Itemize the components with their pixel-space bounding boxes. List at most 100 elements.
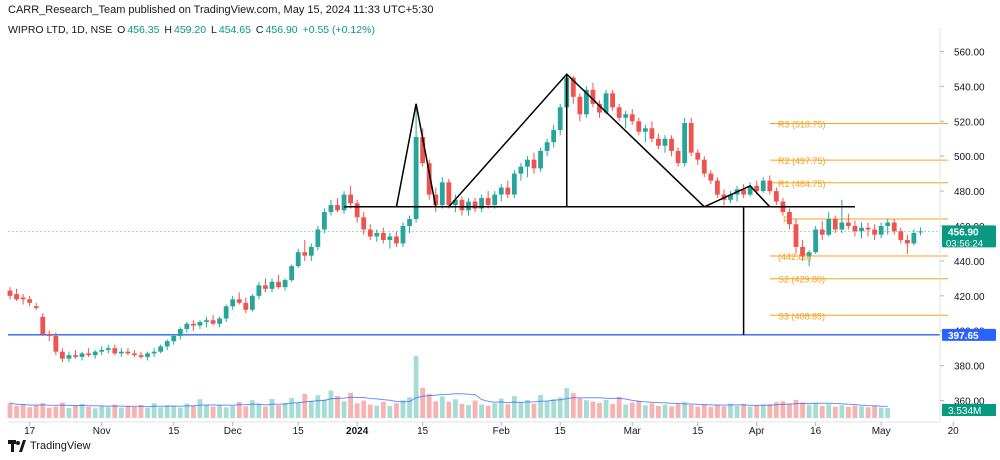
price-tick-label: 480.00 — [954, 187, 985, 198]
candle-body — [531, 159, 537, 169]
volume-bar — [878, 407, 884, 418]
time-axis[interactable]: 17 Nov 15 Dec 15 2024 15 Feb 15 Mar 15 Apr 16 May 20 — [8, 421, 959, 437]
volume-bar — [66, 407, 72, 418]
target-price-tag: 397.65 — [948, 331, 979, 342]
time-tick-label: Mar — [624, 426, 642, 437]
volume-bar — [623, 404, 629, 418]
candle-body — [315, 229, 321, 247]
volume-bar — [40, 403, 46, 418]
volume-bar — [86, 406, 91, 418]
volume-bar — [191, 405, 196, 418]
candle-body — [826, 219, 832, 235]
price-axis[interactable]: 560.00540.00520.00500.00480.00460.00440.… — [939, 28, 996, 422]
time-tick-label: 15 — [293, 426, 305, 437]
volume-bar — [269, 398, 275, 418]
candle-body — [525, 159, 530, 167]
candle-body — [675, 150, 681, 164]
volume-bar — [79, 403, 85, 418]
candle-body — [105, 348, 111, 350]
time-tick-label: Feb — [493, 426, 511, 437]
volume-bar — [341, 401, 347, 418]
volume-bar — [485, 405, 491, 418]
candle-body — [577, 96, 583, 115]
candle-body — [682, 123, 688, 164]
candle-body — [898, 231, 904, 240]
volume-tag: 3.534M — [948, 406, 981, 417]
candle-body — [348, 194, 353, 204]
pivot-label: S3 (408.85) — [778, 311, 825, 321]
volume-bar — [551, 399, 557, 418]
time-tick-label: 15 — [555, 426, 567, 437]
volume-bar — [14, 405, 19, 418]
volume-bar — [479, 404, 484, 418]
volume-bar — [27, 407, 33, 418]
change-value: +0.55 (+0.12%) — [302, 24, 375, 36]
volume-bar — [466, 404, 471, 418]
price-tick-label: 420.00 — [954, 292, 985, 303]
price-chart[interactable]: R3 (518.75) R2 (497.75) R1 (484.75) P (442.8… — [0, 0, 1000, 440]
price-tick-label: 520.00 — [954, 117, 985, 128]
tradingview-brand[interactable]: TradingView — [8, 440, 91, 452]
volume-bar — [498, 398, 504, 418]
volume-bar — [439, 396, 445, 418]
volume-bar — [20, 404, 26, 418]
candle-body — [191, 323, 196, 326]
candle-body — [813, 229, 819, 253]
low-value: 454.65 — [218, 24, 251, 36]
candle-body — [171, 335, 177, 342]
candle-body — [472, 201, 478, 209]
high-value: 459.20 — [173, 24, 207, 36]
candle-body — [852, 226, 858, 232]
close-value: 456.90 — [265, 24, 298, 36]
volume-bar — [394, 403, 399, 418]
volume-bar — [715, 404, 720, 418]
volume-bar — [662, 404, 668, 418]
volume-bar — [151, 403, 157, 418]
volume-bar — [852, 405, 858, 418]
candle-body — [885, 222, 891, 226]
volume-bar — [420, 387, 426, 418]
candle-body — [302, 252, 308, 256]
volume-bar — [263, 406, 268, 418]
candle-body — [367, 229, 373, 237]
time-tick-label: Dec — [224, 426, 242, 437]
pivot-levels: R3 (518.75) R2 (497.75) R1 (484.75) P (442.8… — [8, 119, 948, 336]
volume-bar — [773, 402, 779, 418]
candle-body — [728, 194, 733, 200]
volume-bar — [636, 400, 642, 418]
volume-bar — [695, 406, 701, 418]
candle-body — [557, 107, 563, 130]
volume-bar — [158, 407, 164, 418]
price-tick-label: 360.00 — [954, 397, 985, 408]
candle-body — [616, 107, 622, 118]
volume-bar — [197, 399, 203, 418]
volume-bar — [656, 405, 661, 418]
candle-body — [263, 285, 268, 289]
candle-body — [911, 232, 917, 244]
candle-body — [623, 114, 629, 118]
candle-body — [511, 173, 517, 195]
volume-bar — [701, 404, 707, 418]
volume-bar — [839, 405, 845, 418]
volume-bar — [367, 404, 373, 418]
volume-bar — [570, 393, 576, 418]
pivot-label: R3 (518.75) — [778, 119, 826, 129]
open-value: 456.35 — [127, 24, 160, 36]
volume-bar — [885, 407, 891, 418]
candle-body — [878, 226, 884, 235]
pivot-label: R2 (497.75) — [778, 156, 826, 166]
pivot-label: (442.80) — [778, 252, 812, 262]
volume-bar — [787, 403, 792, 418]
symbol-label[interactable]: WIPRO LTD, 1D, NSE — [8, 24, 113, 36]
volume-bar — [164, 405, 170, 418]
candle-body — [33, 306, 39, 309]
candle-body — [485, 198, 491, 206]
pivot-label: P — [783, 215, 789, 225]
time-tick-label: 16 — [810, 426, 822, 437]
volume-bar — [603, 399, 609, 418]
volume-bar — [223, 407, 229, 418]
candle-body — [112, 348, 118, 354]
price-tick-label: 560.00 — [954, 47, 985, 58]
candle-body — [60, 351, 65, 359]
volume-bar — [472, 400, 478, 418]
